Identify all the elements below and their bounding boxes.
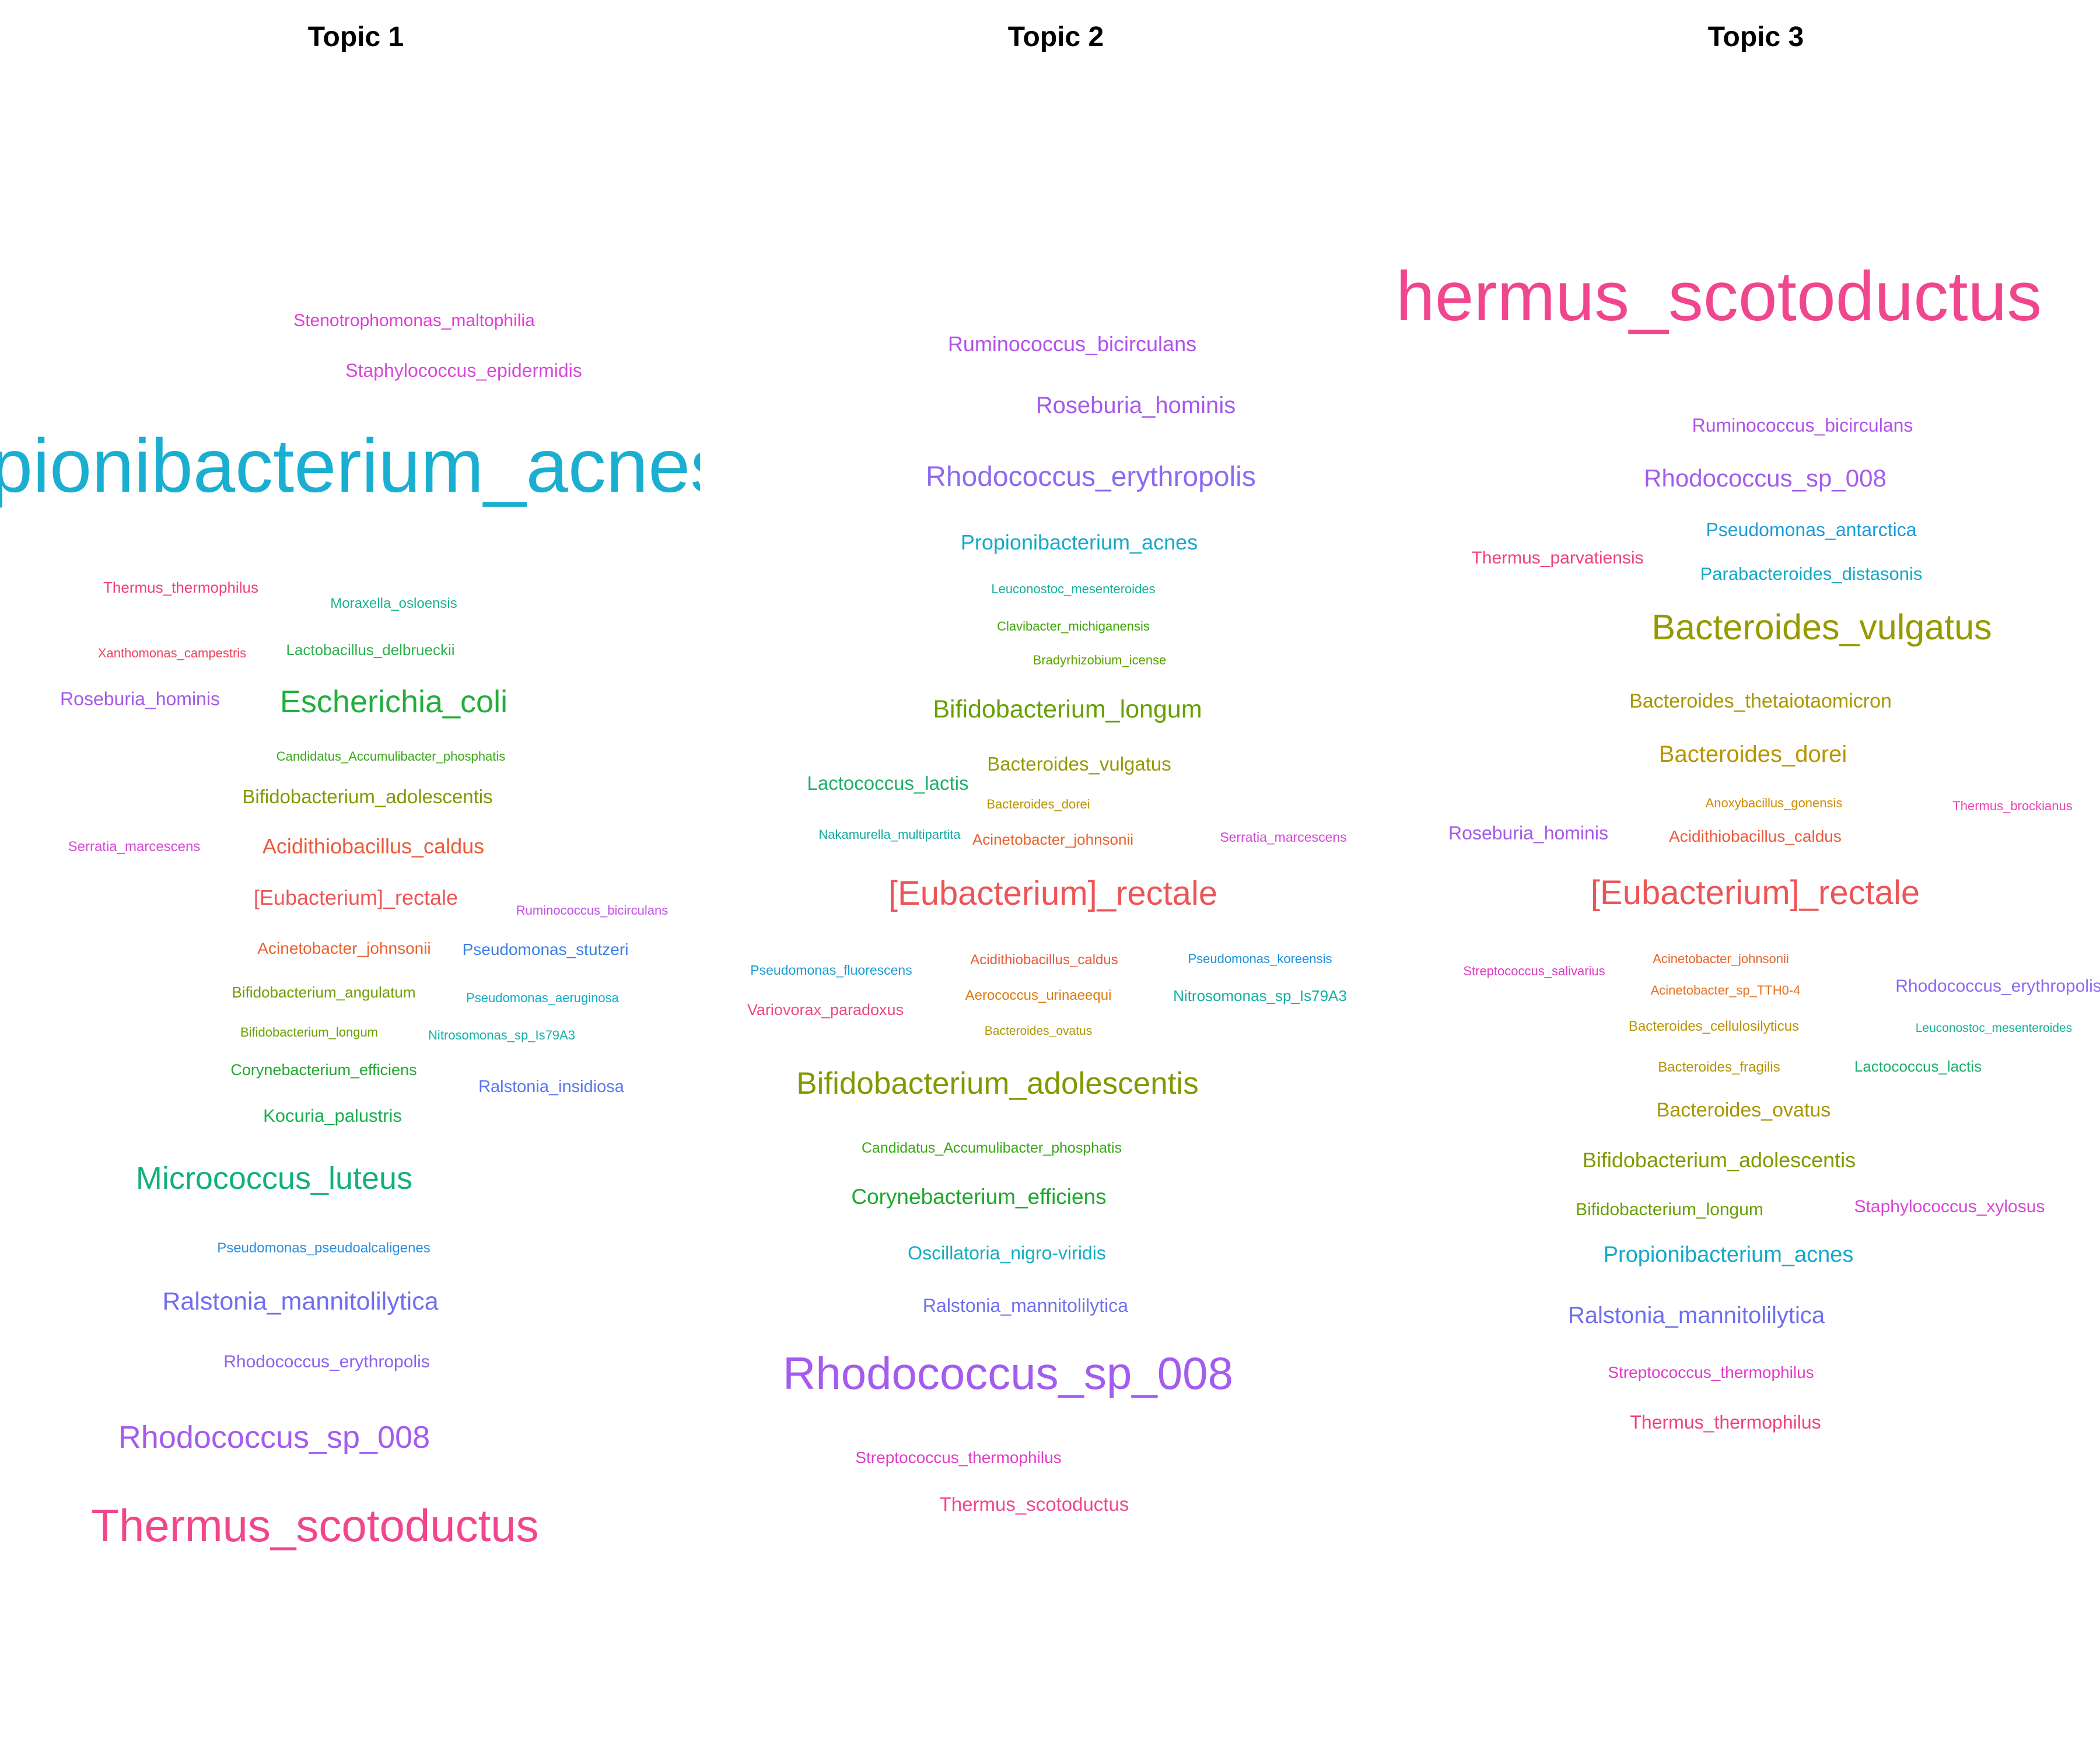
- word-label: Nakamurella_multipartita: [818, 827, 961, 842]
- panel-title: Topic 2: [1007, 22, 1104, 52]
- word-label: Anoxybacillus_gonensis: [1705, 795, 1843, 810]
- word-label: Thermus_scotoductus: [1400, 257, 2042, 335]
- panel-title: Topic 1: [307, 22, 404, 52]
- word-label: Bifidobacterium_angulatum: [232, 983, 416, 1001]
- word-label: Serratia_marcescens: [68, 839, 201, 855]
- word-label: Propionibacterium_acnes: [1603, 1242, 1854, 1267]
- word-label: Rhodococcus_sp_008: [118, 1419, 430, 1455]
- word-label: Nitrosomonas_sp_Is79A3: [1173, 986, 1347, 1005]
- panel-title: Topic 3: [1707, 22, 1804, 52]
- topic-panel-3: Topic 3 Thermus_scotoductus Ruminococcus_…: [1400, 0, 2100, 1750]
- word-label: Rhodococcus_erythropolis: [1895, 977, 2100, 996]
- word-label: Lactobacillus_delbrueckii: [286, 640, 455, 659]
- word-label: Acinetobacter_johnsonii: [257, 939, 431, 958]
- word-label: Bacteroides_vulgatus: [987, 752, 1171, 775]
- word-label: Oscillatoria_nigro-viridis: [908, 1242, 1106, 1264]
- word-label: Bacteroides_dorei: [1658, 741, 1847, 768]
- word-label: Pseudomonas_fluorescens: [750, 963, 912, 978]
- word-label: Pseudomonas_stutzeri: [462, 940, 629, 959]
- word-label: Thermus_scotoductus: [939, 1493, 1129, 1515]
- word-label: Corynebacterium_efficiens: [230, 1060, 417, 1079]
- word-label: Acidithiobacillus_caldus: [970, 952, 1118, 968]
- word-label: Leuconostoc_mesenteroides: [1915, 1021, 2073, 1035]
- word-label: Xanthomonas_campestris: [97, 645, 247, 660]
- word-label: Bacteroides_dorei: [986, 796, 1090, 811]
- word-label: Rhodococcus_erythropolis: [926, 461, 1256, 492]
- word-label: Clavibacter_michiganensis: [997, 618, 1150, 634]
- word-label: Bifidobacterium_adolescentis: [796, 1066, 1199, 1101]
- word-label: Ruminococcus_bicirculans: [947, 332, 1197, 356]
- word-label: Pseudomonas_koreensis: [1188, 951, 1332, 966]
- word-label: Moraxella_osloensis: [330, 596, 457, 612]
- word-label: Ralstonia_insidiosa: [478, 1077, 624, 1097]
- word-label: Parabacteroides_distasonis: [1700, 563, 1923, 584]
- word-label: Acinetobacter_johnsonii: [1653, 951, 1789, 966]
- word-label: Bacteroides_fragilis: [1658, 1059, 1780, 1076]
- word-label: Bifidobacterium_adolescentis: [242, 785, 493, 807]
- word-label: Acidithiobacillus_caldus: [262, 834, 485, 859]
- word-label: Rhodococcus_sp_008: [783, 1348, 1233, 1399]
- word-label: Stenotrophomonas_maltophilia: [293, 311, 535, 331]
- word-label: Pseudomonas_aeruginosa: [466, 990, 619, 1005]
- word-label: Streptococcus_salivarius: [1463, 963, 1605, 978]
- word-label: Candidatus_Accumulibacter_phosphatis: [861, 1139, 1122, 1156]
- word-label: Rhodococcus_sp_008: [1644, 464, 1887, 492]
- word-label: Nitrosomonas_sp_Is79A3: [428, 1027, 575, 1042]
- word-label: Streptococcus_thermophilus: [1608, 1363, 1814, 1382]
- word-label: Acidithiobacillus_caldus: [1669, 827, 1842, 846]
- word-label: Propionibacterium_acnes: [960, 530, 1198, 555]
- word-label: Staphylococcus_xylosus: [1854, 1197, 2045, 1217]
- word-label: Roseburia_hominis: [60, 688, 220, 709]
- word-label: Micrococcus_luteus: [135, 1160, 413, 1196]
- word-label: Staphylococcus_epidermidis: [345, 359, 582, 381]
- word-label: [Eubacterium]_rectale: [1590, 874, 1920, 912]
- word-label: Leuconostoc_mesenteroides: [991, 581, 1156, 596]
- word-label: Bacteroides_cellulosilyticus: [1628, 1019, 1800, 1035]
- word-label: Bifidobacterium_longum: [933, 695, 1202, 723]
- word-label: [Eubacterium]_rectale: [253, 886, 459, 910]
- topic-panel-2: Topic 2 Ruminococcus_bicirculans Roseburi…: [700, 0, 1400, 1750]
- topic-panel-1: Topic 1 Stenotrophomonas_maltophilia Stap…: [0, 0, 700, 1750]
- word-label: Bifidobacterium_longum: [240, 1024, 379, 1040]
- word-label: Thermus_scotoductus: [91, 1500, 539, 1552]
- word-label: Bifidobacterium_adolescentis: [1582, 1148, 1856, 1172]
- word-label: Thermus_brockianus: [1952, 798, 2073, 813]
- word-label: [Eubacterium]_rectale: [888, 874, 1218, 913]
- word-label: Acinetobacter_johnsonii: [972, 830, 1134, 848]
- word-label: Ralstonia_mannitolilytica: [922, 1294, 1129, 1316]
- word-label: Bradyrhizobium_icense: [1032, 652, 1167, 667]
- word-label: Bacteroides_ovatus: [1656, 1099, 1831, 1122]
- word-label: Lactococcus_lactis: [807, 772, 969, 794]
- word-label: Ruminococcus_bicirculans: [516, 902, 668, 918]
- word-label: Roseburia_hominis: [1448, 822, 1608, 844]
- word-label: Ralstonia_mannitolilytica: [162, 1287, 439, 1315]
- word-label: Streptococcus_thermophilus: [855, 1448, 1062, 1467]
- word-label: Serratia_marcescens: [1220, 830, 1347, 845]
- word-label: Pseudomonas_antarctica: [1706, 519, 1917, 540]
- word-label: Kocuria_palustris: [263, 1105, 402, 1126]
- word-label: Thermus_thermophilus: [1630, 1411, 1821, 1433]
- word-label: Rhodococcus_erythropolis: [223, 1352, 430, 1372]
- word-label: Thermus_thermophilus: [103, 578, 258, 596]
- word-label: Pseudomonas_pseudoalcaligenes: [217, 1240, 430, 1256]
- word-label: Candidatus_Accumulibacter_phosphatis: [276, 748, 506, 764]
- word-label: Bifidobacterium_longum: [1576, 1200, 1763, 1220]
- word-label: Bacteroides_ovatus: [984, 1024, 1093, 1038]
- word-label: Roseburia_hominis: [1035, 393, 1236, 419]
- word-label: Escherichia_coli: [279, 684, 508, 719]
- word-label: Corynebacterium_efficiens: [851, 1184, 1107, 1209]
- word-label: Bacteroides_thetaiotaomicron: [1629, 690, 1892, 713]
- word-label: Bacteroides_vulgatus: [1651, 607, 1992, 647]
- word-label: Acinetobacter_sp_TTH0-4: [1650, 982, 1801, 998]
- word-label: Variovorax_paradoxus: [747, 1000, 904, 1019]
- word-label: Thermus_parvatiensis: [1471, 548, 1644, 568]
- word-label: Ruminococcus_bicirculans: [1692, 414, 1913, 436]
- word-label: Ralstonia_mannitolilytica: [1567, 1303, 1825, 1329]
- word-label: Lactococcus_lactis: [1854, 1057, 1982, 1075]
- word-label: Propionibacterium_acnes: [0, 423, 700, 509]
- word-label: Aerococcus_urinaeequi: [965, 988, 1112, 1004]
